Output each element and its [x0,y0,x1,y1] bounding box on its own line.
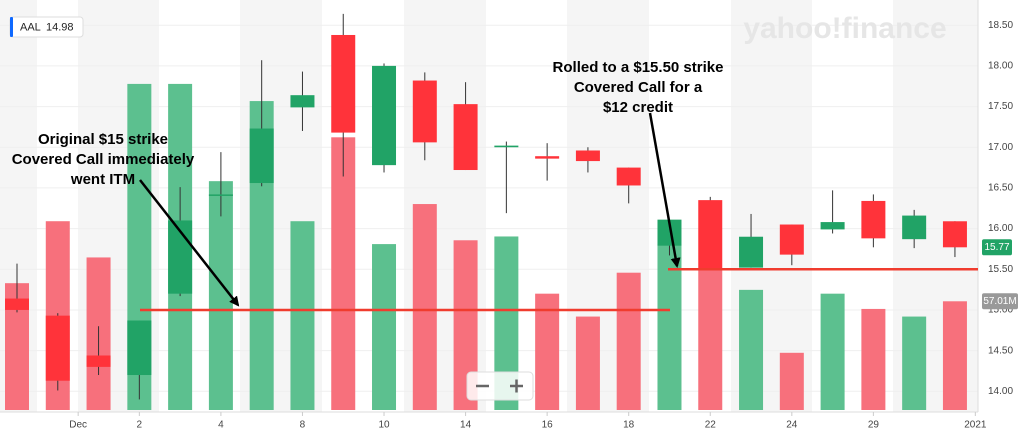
candle-body [290,95,315,108]
annotation: Original $15 strike [38,131,168,148]
volume-bar [861,308,886,410]
annotation: Covered Call immediately [12,151,195,168]
volume-bar [575,316,600,410]
ticker: AAL [20,21,41,33]
candle-body [412,80,437,143]
volume-label: 57.01M [983,296,1016,307]
x-tick-label: 16 [542,420,554,431]
ticker-price: 14.98 [46,21,74,33]
candle-body [127,320,152,376]
y-tick-label: 14.50 [988,345,1013,356]
y-tick-label: 15.00 [988,305,1013,316]
price-box [982,239,1012,256]
volume-bar [820,293,845,410]
annotation: Rolled to a $15.50 strike [553,59,724,76]
candle-body [45,315,70,381]
y-tick-label: 18.00 [988,61,1013,72]
price-label: 15.77 [984,242,1009,253]
candle-body [942,221,967,248]
annotation: went ITM [70,171,135,188]
candle-body [208,194,233,196]
x-tick-label: 22 [705,420,717,431]
volume-bar [739,289,764,410]
candle-body [331,34,356,133]
x-tick-label: 18 [623,420,635,431]
annotation-arrow [648,112,681,268]
ticker-badge: AAL 14.98 [9,16,84,38]
candle-body [902,215,927,240]
x-tick-label: Dec [69,420,87,431]
y-tick-label: 15.50 [988,264,1013,275]
x-tick-label: 2 [137,420,143,431]
x-tick-label: 29 [868,420,880,431]
y-tick-label: 17.00 [988,142,1013,153]
candle-body [249,128,274,184]
annotation: $12 credit [603,99,673,116]
candle-body [372,65,397,166]
volume-bar [902,316,927,410]
y-tick-label: 16.00 [988,223,1013,234]
candle-body [494,145,519,148]
x-tick-label: 10 [378,420,390,431]
volume-box [982,293,1018,310]
annotation-arrow [139,179,240,307]
volume-bar [657,244,682,410]
y-tick-label: 14.00 [988,386,1013,397]
candle-body [616,167,641,186]
x-tick-label: 4 [218,420,224,431]
volume-bar [616,272,641,410]
x-tick-label: 24 [786,420,798,431]
x-tick-label: 8 [300,420,306,431]
volume-bar [208,181,233,410]
volume-bar [290,221,315,410]
y-tick-label: 16.50 [988,183,1013,194]
candle-body [86,355,111,367]
candle-body [5,298,29,310]
volume-bar [942,301,967,410]
volume-bar [535,293,560,410]
x-tick-label: 14 [460,420,472,431]
candle-body [535,156,560,159]
candle-body [861,200,886,239]
candle-body [698,200,723,271]
y-tick-label: 17.50 [988,101,1013,112]
candle-body [779,224,804,255]
x-tick-label: 2021 [964,420,987,431]
volume-bar [372,244,397,410]
watermark: yahoo!finance [743,12,946,45]
zoom-control[interactable] [466,371,534,401]
volume-bar [412,204,437,410]
candle-body [453,104,478,171]
candle-body [739,236,764,268]
volume-bar [698,268,723,410]
annotation: Covered Call for a [574,79,703,96]
volume-bar [331,137,356,411]
y-tick-label: 18.50 [988,20,1013,31]
volume-bar [779,352,804,410]
candle-body [820,222,845,230]
candle-body [575,150,600,162]
